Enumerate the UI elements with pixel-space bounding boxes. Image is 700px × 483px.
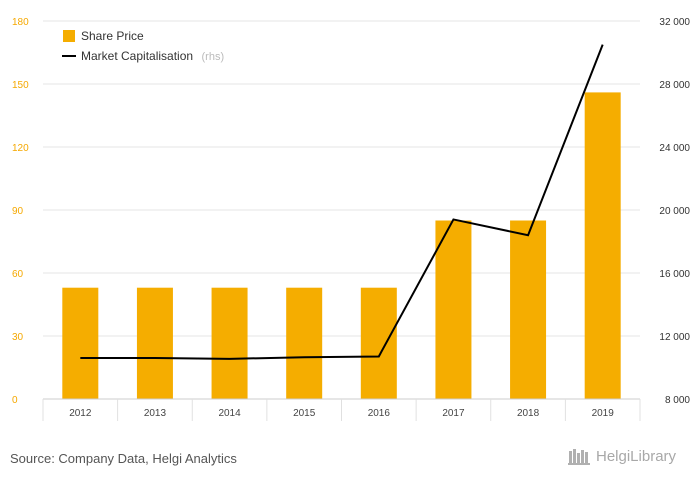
x-tick-label: 2014 [218,408,241,419]
legend-share-price-label: Share Price [81,29,144,43]
bar-share-price [510,220,547,399]
x-tick-label: 2018 [517,408,540,419]
bar-share-price [584,92,621,400]
y-right-tick-label: 24 000 [659,143,690,154]
bar-share-price [211,287,248,399]
y-left-tick-label: 150 [12,80,29,91]
axis-layer: 0 8 000 30 12 000 60 16 000 90 20 000 120 24 000 1… [12,17,690,421]
x-tick-label: 2013 [144,408,167,419]
line-market-capitalisation [80,44,604,360]
x-tick-label: 2016 [368,408,391,419]
bar-share-price [360,287,397,399]
x-tick-label: 2019 [592,408,615,419]
legend-market-cap-suffix: (rhs) [202,51,225,63]
line-layer [80,44,604,360]
y-left-tick-label: 90 [12,206,24,217]
x-tick-label: 2015 [293,408,316,419]
helgi-library-icon [568,449,590,465]
legend-share-price-swatch [63,30,75,42]
source-note: Source: Company Data, Helgi Analytics [10,451,237,466]
y-left-tick-label: 60 [12,269,24,280]
legend-market-cap-name: Market Capitalisation [81,49,193,63]
legend-market-cap-label: Market Capitalisation (rhs) [81,47,224,64]
y-left-tick-label: 30 [12,332,24,343]
y-right-tick-label: 28 000 [659,80,690,91]
bar-share-price [435,220,472,399]
bars-layer [62,92,621,400]
legend: Share Price Market Capitalisation (rhs) [62,29,224,64]
y-left-tick-label: 120 [12,143,29,154]
bar-share-price [286,287,323,399]
y-right-tick-label: 20 000 [659,206,690,217]
y-right-tick-label: 32 000 [659,17,690,28]
x-tick-label: 2017 [442,408,465,419]
bar-share-price [62,287,99,399]
y-right-tick-label: 12 000 [659,332,690,343]
y-right-tick-label: 8 000 [665,395,690,406]
helgi-library-logo: HelgiLibrary [568,447,676,465]
x-tick-label: 2012 [69,408,92,419]
bar-share-price [136,287,173,399]
y-right-tick-label: 16 000 [659,269,690,280]
logo-text: HelgiLibrary [596,447,677,465]
y-left-tick-label: 180 [12,17,29,28]
grid-layer [43,20,640,400]
y-left-tick-label: 0 [12,395,18,406]
